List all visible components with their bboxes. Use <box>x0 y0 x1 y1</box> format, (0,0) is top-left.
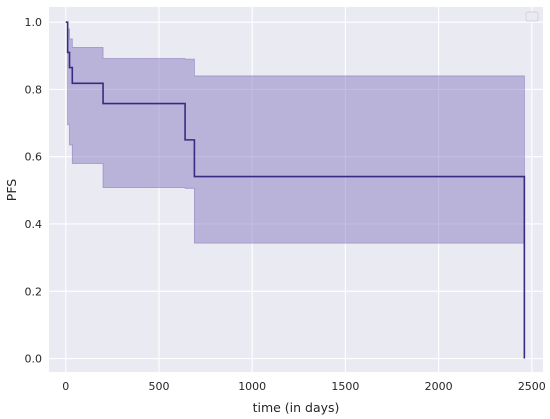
y-tick-label: 0.0 <box>25 353 43 366</box>
x-axis-ticks: 0 500 1000 1500 2000 2500 <box>62 380 546 393</box>
y-tick-label: 0.6 <box>25 151 43 164</box>
y-axis-label: PFS <box>4 179 19 202</box>
x-tick-label: 1000 <box>238 380 266 393</box>
x-tick-label: 2000 <box>425 380 453 393</box>
x-tick-label: 500 <box>148 380 169 393</box>
x-tick-label: 1500 <box>331 380 359 393</box>
survival-curve <box>65 21 526 359</box>
legend-box <box>525 11 539 22</box>
y-tick-label: 0.4 <box>25 218 43 231</box>
survival-curve-layer <box>65 21 526 359</box>
x-tick-label: 0 <box>62 380 69 393</box>
x-axis-label: time (in days) <box>253 400 340 415</box>
x-tick-label: 2500 <box>518 380 546 393</box>
y-tick-label: 0.2 <box>25 285 43 298</box>
y-axis-ticks: 0.0 0.2 0.4 0.6 0.8 1.0 <box>25 16 43 365</box>
y-tick-label: 1.0 <box>25 16 43 29</box>
y-tick-label: 0.8 <box>25 83 43 96</box>
